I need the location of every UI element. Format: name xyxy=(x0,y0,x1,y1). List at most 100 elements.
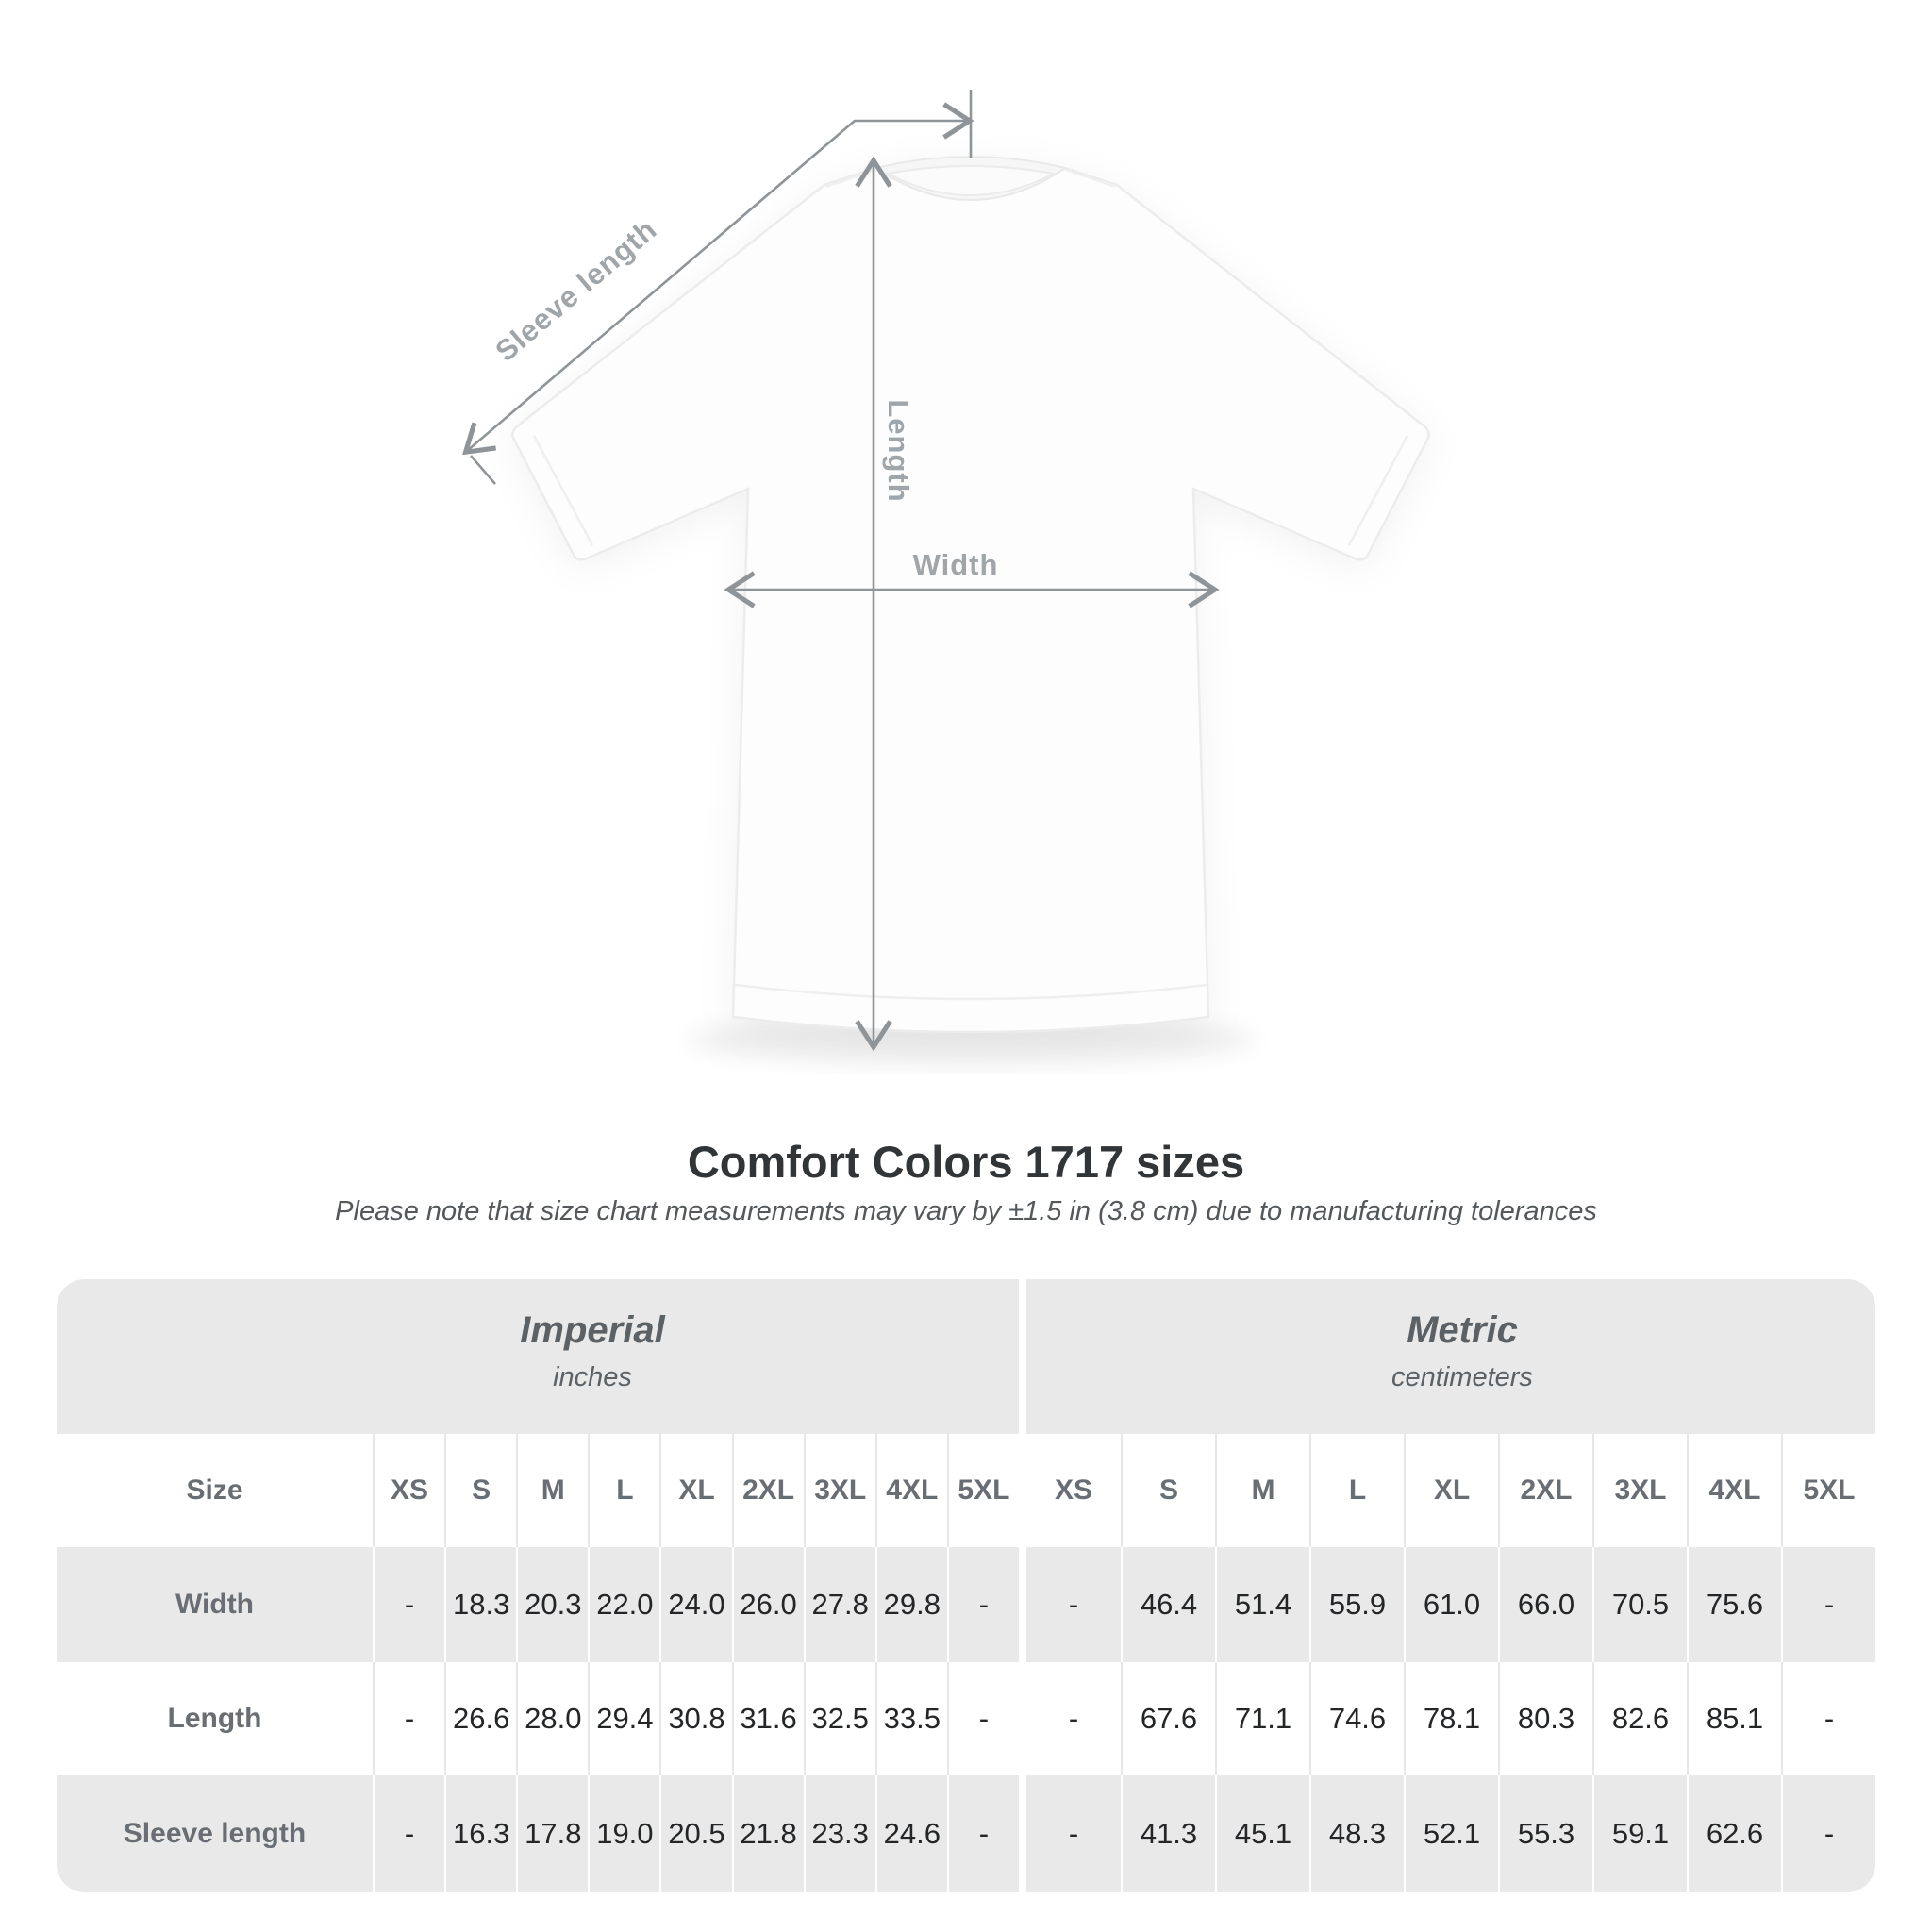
length-l-in: 29.4 xyxy=(588,1662,659,1775)
width-3xl-cm: 70.5 xyxy=(1592,1547,1687,1662)
sleeve-5xl-cm: - xyxy=(1781,1775,1875,1892)
length-s-cm: 67.6 xyxy=(1121,1662,1215,1775)
length-3xl-in: 32.5 xyxy=(803,1662,875,1775)
width-4xl-cm: 75.6 xyxy=(1687,1547,1781,1662)
sleeve-xl-in: 20.5 xyxy=(659,1775,731,1892)
size-col-header: S xyxy=(1121,1434,1215,1547)
metric-panel: Metric centimeters XS S M L XL 2XL 3XL 4… xyxy=(1026,1279,1875,1892)
size-col-header: M xyxy=(1215,1434,1309,1547)
size-col-header: XS xyxy=(1054,1474,1093,1506)
width-row-metric: - 46.4 51.4 55.9 61.0 66.0 70.5 75.6 - xyxy=(1026,1547,1875,1662)
sleeve-3xl-cm: 59.1 xyxy=(1592,1775,1687,1892)
sleeve-2xl-cm: 55.3 xyxy=(1498,1775,1592,1892)
sleeve-s-in: 16.3 xyxy=(444,1775,516,1892)
width-5xl-in: - xyxy=(946,1547,1019,1662)
sleeve-xs-in: - xyxy=(373,1775,444,1892)
tolerance-note: Please note that size chart measurements… xyxy=(335,1196,1597,1226)
sleeve-2xl-in: 21.8 xyxy=(731,1775,804,1892)
width-l-cm: 55.9 xyxy=(1309,1547,1404,1662)
width-xs-in: - xyxy=(373,1547,444,1662)
sleeve-l-cm: 48.3 xyxy=(1309,1775,1404,1892)
size-col-header: 4XL xyxy=(1687,1434,1781,1547)
size-col-header: 2XL xyxy=(731,1434,804,1547)
length-row-metric: - 67.6 71.1 74.6 78.1 80.3 82.6 85.1 - xyxy=(1026,1662,1875,1775)
sleeve-3xl-in: 23.3 xyxy=(803,1775,875,1892)
length-2xl-cm: 80.3 xyxy=(1498,1662,1592,1775)
length-label: Length xyxy=(882,399,915,503)
length-4xl-in: 33.5 xyxy=(874,1662,947,1775)
length-s-in: 26.6 xyxy=(444,1662,516,1775)
imperial-panel: Imperial inches Size XS S M L XL 2XL 3XL… xyxy=(57,1279,1019,1892)
sleeve-row-imperial: Sleeve length - 16.3 17.8 19.0 20.5 21.8… xyxy=(57,1775,1019,1892)
width-3xl-in: 27.8 xyxy=(803,1547,875,1662)
sleeve-m-cm: 45.1 xyxy=(1215,1775,1309,1892)
sleeve-xs-cm: - xyxy=(1068,1817,1079,1850)
metric-group-unit: centimeters xyxy=(1391,1362,1533,1392)
length-m-in: 28.0 xyxy=(516,1662,588,1775)
size-col-header: L xyxy=(588,1434,659,1547)
length-4xl-cm: 85.1 xyxy=(1687,1662,1781,1775)
metric-group-header: Metric centimeters xyxy=(1026,1279,1875,1434)
length-3xl-cm: 82.6 xyxy=(1592,1662,1687,1775)
page-title: Comfort Colors 1717 sizes xyxy=(687,1137,1245,1187)
width-l-in: 22.0 xyxy=(588,1547,659,1662)
width-s-in: 18.3 xyxy=(444,1547,516,1662)
size-col-header: S xyxy=(444,1434,516,1547)
row-label: Length xyxy=(167,1703,262,1734)
length-5xl-cm: - xyxy=(1781,1662,1875,1775)
size-col-header: M xyxy=(516,1434,588,1547)
width-xl-in: 24.0 xyxy=(659,1547,731,1662)
length-xs-in: - xyxy=(373,1662,444,1775)
size-col-header: 5XL xyxy=(1781,1434,1875,1547)
imperial-group-unit: inches xyxy=(553,1362,632,1392)
size-header-label: Size xyxy=(186,1474,243,1506)
width-m-in: 20.3 xyxy=(516,1547,588,1662)
size-col-header: 4XL xyxy=(874,1434,947,1547)
length-xs-cm: - xyxy=(1068,1702,1079,1735)
length-xl-cm: 78.1 xyxy=(1404,1662,1498,1775)
tshirt-measurement-diagram: Sleeve length Length Width xyxy=(0,90,1430,1064)
sleeve-5xl-in: - xyxy=(946,1775,1019,1892)
sleeve-l-in: 19.0 xyxy=(588,1775,659,1892)
size-header-row: Size XS S M L XL 2XL 3XL 4XL 5XL xyxy=(57,1434,1019,1547)
size-col-header: XS xyxy=(373,1434,444,1547)
length-5xl-in: - xyxy=(946,1662,1019,1775)
width-2xl-in: 26.0 xyxy=(731,1547,804,1662)
size-table: Imperial inches Size XS S M L XL 2XL 3XL… xyxy=(57,1279,1875,1892)
length-l-cm: 74.6 xyxy=(1309,1662,1404,1775)
size-col-header: 3XL xyxy=(1592,1434,1687,1547)
imperial-group-title: Imperial xyxy=(520,1309,665,1351)
row-label: Width xyxy=(175,1589,255,1620)
size-col-header: 2XL xyxy=(1498,1434,1592,1547)
width-xs-cm: - xyxy=(1068,1588,1079,1621)
sleeve-row-metric: - 41.3 45.1 48.3 52.1 55.3 59.1 62.6 - xyxy=(1026,1775,1875,1892)
width-5xl-cm: - xyxy=(1781,1547,1875,1662)
size-col-header: XL xyxy=(659,1434,731,1547)
length-2xl-in: 31.6 xyxy=(731,1662,804,1775)
size-col-header: L xyxy=(1309,1434,1404,1547)
length-row-imperial: Length - 26.6 28.0 29.4 30.8 31.6 32.5 3… xyxy=(57,1662,1019,1775)
size-header-row-metric: XS S M L XL 2XL 3XL 4XL 5XL xyxy=(1026,1434,1875,1547)
tshirt-shape xyxy=(511,156,1430,1034)
width-label: Width xyxy=(912,548,999,581)
width-4xl-in: 29.8 xyxy=(874,1547,947,1662)
size-col-header: 5XL xyxy=(946,1434,1019,1547)
width-m-cm: 51.4 xyxy=(1215,1547,1309,1662)
sleeve-length-arrow xyxy=(467,90,971,485)
width-2xl-cm: 66.0 xyxy=(1498,1547,1592,1662)
metric-group-title: Metric xyxy=(1407,1309,1518,1351)
sleeve-s-cm: 41.3 xyxy=(1121,1775,1215,1892)
row-label: Sleeve length xyxy=(123,1818,307,1849)
imperial-group-header: Imperial inches xyxy=(57,1279,1019,1434)
sleeve-4xl-cm: 62.6 xyxy=(1687,1775,1781,1892)
size-col-header: XL xyxy=(1404,1434,1498,1547)
width-xl-cm: 61.0 xyxy=(1404,1547,1498,1662)
length-xl-in: 30.8 xyxy=(659,1662,731,1775)
sleeve-xl-cm: 52.1 xyxy=(1404,1775,1498,1892)
sleeve-m-in: 17.8 xyxy=(516,1775,588,1892)
width-s-cm: 46.4 xyxy=(1121,1547,1215,1662)
length-m-cm: 71.1 xyxy=(1215,1662,1309,1775)
tshirt-graphic xyxy=(0,90,1430,1064)
size-col-header: 3XL xyxy=(803,1434,875,1547)
